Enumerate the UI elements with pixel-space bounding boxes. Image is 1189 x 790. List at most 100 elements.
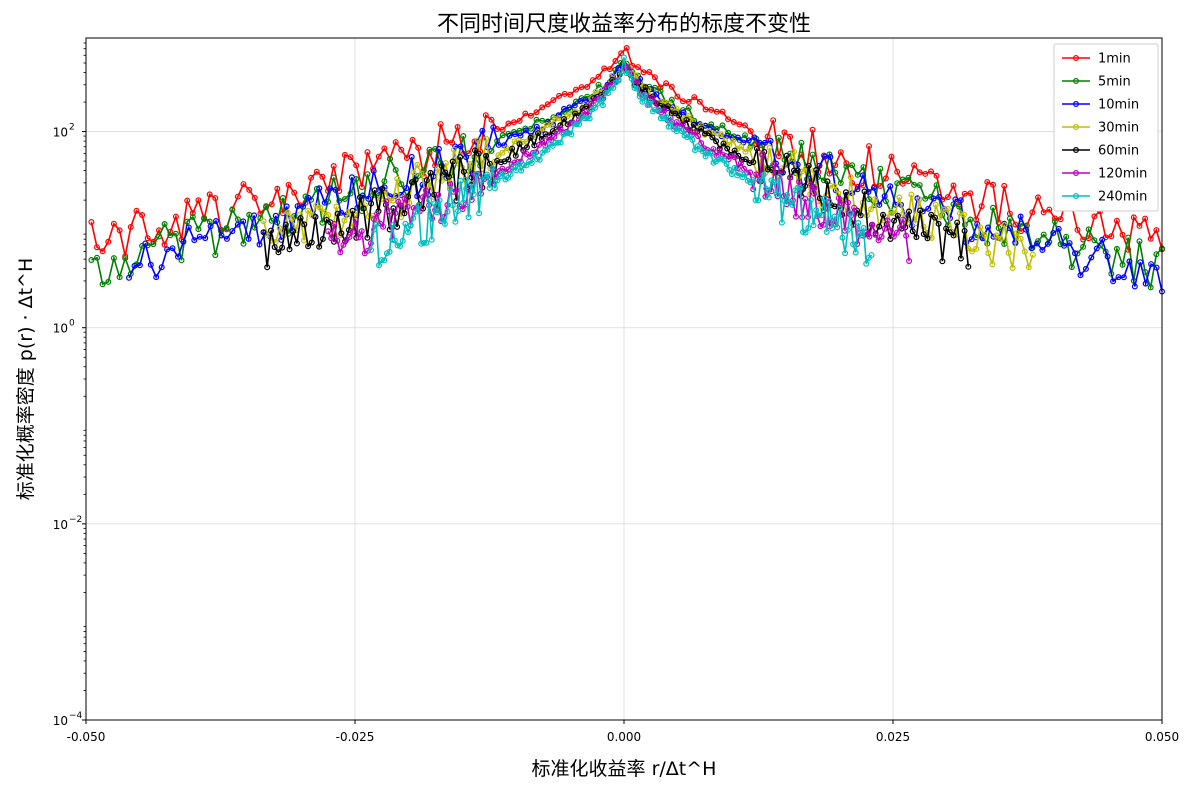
data-point (805, 162, 812, 169)
data-point (245, 235, 252, 242)
data-point (867, 206, 874, 213)
data-point (505, 166, 512, 173)
data-point (689, 118, 696, 125)
data-point (437, 121, 444, 128)
data-point (509, 145, 516, 152)
data-point (924, 235, 931, 242)
data-point (725, 129, 732, 136)
y-tick-label: 10 (53, 518, 68, 532)
data-point (899, 176, 906, 183)
data-point (922, 195, 929, 202)
data-point (512, 152, 519, 159)
data-point (297, 215, 304, 222)
data-point (765, 194, 772, 201)
data-point (539, 125, 546, 132)
data-point (606, 81, 613, 88)
data-point (860, 225, 867, 232)
data-point (957, 255, 964, 262)
data-point (196, 233, 203, 240)
data-point (1130, 214, 1137, 221)
data-point (599, 102, 606, 109)
data-point (489, 165, 496, 172)
data-point (950, 232, 957, 239)
data-point (995, 219, 1002, 226)
data-point (408, 153, 415, 160)
data-point (313, 168, 320, 175)
data-point (696, 98, 703, 105)
data-point (449, 158, 456, 165)
data-point (631, 84, 638, 91)
data-point (698, 140, 705, 147)
data-point (868, 252, 875, 259)
data-point (302, 193, 309, 200)
y-tick-exponent: −4 (69, 711, 83, 721)
data-point (402, 220, 409, 227)
data-point (836, 205, 843, 212)
x-tick-label: 0.025 (876, 730, 910, 744)
data-point (542, 131, 549, 138)
data-point (820, 207, 827, 214)
data-point (935, 220, 942, 227)
data-point (865, 196, 872, 203)
data-point (773, 191, 780, 198)
data-point (276, 225, 283, 232)
data-point (690, 121, 697, 128)
data-point (1093, 245, 1100, 252)
data-point (438, 162, 445, 169)
data-point (185, 224, 192, 231)
data-point (872, 231, 879, 238)
legend-item: 240min (1062, 190, 1147, 205)
data-point (172, 230, 179, 237)
data-point (831, 213, 838, 220)
data-point (709, 134, 716, 141)
data-point (279, 244, 286, 251)
data-point (985, 250, 992, 257)
data-point (257, 215, 264, 222)
data-point (195, 226, 202, 233)
data-point (325, 228, 332, 235)
data-point (1009, 265, 1016, 272)
data-point (240, 240, 247, 247)
data-point (1091, 213, 1098, 220)
data-point (167, 232, 174, 239)
data-point (705, 130, 712, 137)
data-point (291, 189, 298, 196)
data-point (766, 144, 773, 151)
data-point (305, 207, 312, 214)
data-point (605, 90, 612, 97)
data-point (591, 104, 598, 111)
data-point (708, 121, 715, 128)
data-point (246, 186, 253, 193)
data-point (511, 138, 518, 145)
data-point (1001, 182, 1008, 189)
data-point (634, 85, 641, 92)
data-point (802, 195, 809, 202)
data-point (392, 210, 399, 217)
data-point (911, 181, 918, 188)
data-point (633, 78, 640, 85)
data-point (398, 181, 405, 188)
data-point (223, 225, 230, 232)
data-point (584, 115, 591, 122)
data-point (116, 227, 123, 234)
data-point (1153, 251, 1160, 258)
data-point (817, 223, 824, 230)
data-point (741, 122, 748, 129)
x-tick-label: -0.025 (336, 730, 375, 744)
data-point (913, 234, 920, 241)
data-point (533, 156, 540, 163)
data-point (415, 144, 422, 151)
data-point (730, 137, 737, 144)
data-point (1085, 226, 1092, 233)
legend-marker (1072, 77, 1079, 84)
data-point (527, 125, 534, 132)
data-point (404, 203, 411, 210)
data-point (551, 133, 558, 140)
data-point (894, 180, 901, 187)
data-point (961, 190, 968, 197)
y-tick-label: 10 (53, 126, 68, 140)
data-point (753, 145, 760, 152)
data-point (651, 74, 658, 81)
data-point (178, 257, 185, 264)
data-point (731, 164, 738, 171)
